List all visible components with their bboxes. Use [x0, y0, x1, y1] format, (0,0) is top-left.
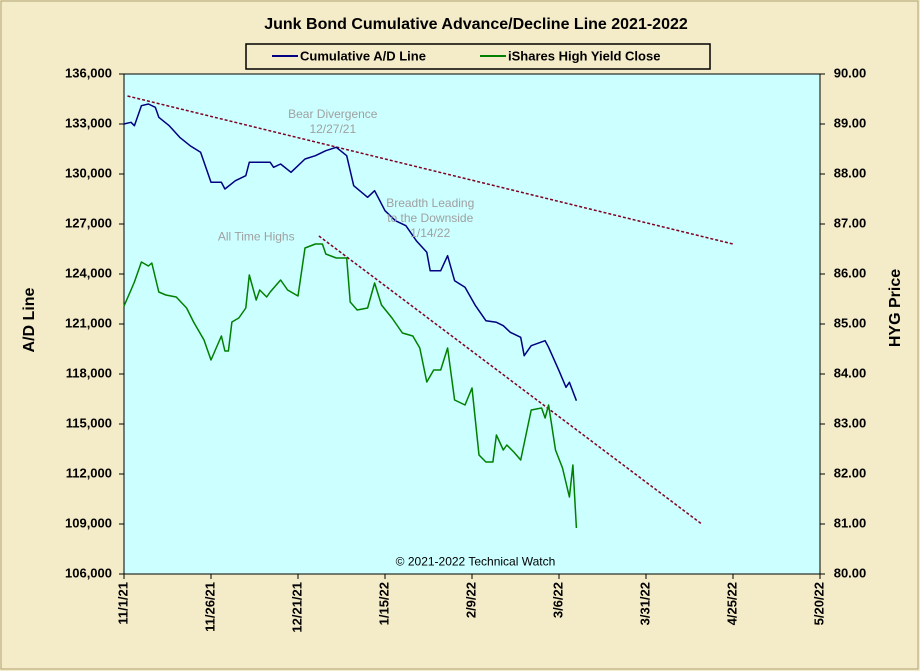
annotation: Bear Divergence: [288, 107, 378, 121]
x-tick-label: 2/9/22: [463, 582, 478, 618]
annotation: © 2021-2022 Technical Watch: [396, 555, 556, 569]
y-tick-label: 112,000: [66, 465, 112, 480]
y-axis-label: A/D Line: [21, 287, 38, 352]
x-tick-label: 5/20/22: [811, 582, 826, 625]
y-tick-label: 136,000: [65, 65, 112, 80]
y-tick-label: 115,000: [66, 415, 112, 430]
y2-tick-label: 83.00: [834, 415, 867, 430]
chart-title: Junk Bond Cumulative Advance/Decline Lin…: [264, 16, 688, 33]
y-tick-label: 130,000: [65, 165, 112, 180]
y2-axis-label: HYG Price: [887, 269, 904, 347]
x-tick-label: 11/1/21: [115, 582, 130, 625]
legend: [245, 43, 711, 70]
y2-tick-label: 85.00: [834, 315, 867, 330]
y-tick-label: 109,000: [65, 515, 112, 530]
y2-tick-label: 90.00: [834, 65, 867, 80]
x-tick-label: 3/31/22: [637, 582, 652, 625]
x-tick-label: 1/15/22: [376, 582, 391, 625]
annotation: Breadth Leading: [386, 196, 474, 210]
y2-tick-label: 80.00: [834, 565, 867, 580]
y2-tick-label: 86.00: [834, 265, 867, 280]
y-tick-label: 124,000: [65, 265, 112, 280]
annotation: 1/14/22: [410, 226, 450, 240]
y-tick-label: 127,000: [65, 215, 112, 230]
y2-tick-label: 82.00: [834, 465, 867, 480]
x-tick-label: 11/26/21: [202, 582, 217, 632]
plot-area: [123, 73, 821, 575]
series-line: [123, 243, 578, 529]
y2-tick-label: 88.00: [834, 165, 867, 180]
y-tick-label: 118,000: [66, 365, 112, 380]
y2-tick-label: 84.00: [834, 365, 867, 380]
y2-tick-label: 81.00: [834, 515, 867, 530]
legend-label: iShares High Yield Close: [508, 48, 660, 63]
x-tick-label: 3/6/22: [550, 582, 565, 618]
y-tick-label: 121,000: [65, 315, 112, 330]
y2-tick-label: 87.00: [834, 215, 867, 230]
series-line: [123, 103, 578, 401]
y-tick-label: 133,000: [65, 115, 112, 130]
annotation: to the Downside: [387, 211, 473, 225]
x-tick-label: 4/25/22: [724, 582, 739, 625]
x-tick-label: 12/21/21: [289, 582, 304, 633]
y-tick-label: 106,000: [65, 565, 112, 580]
annotation: 12/27/21: [309, 122, 356, 136]
annotation: All Time Highs: [218, 230, 295, 244]
trendline: [127, 95, 734, 245]
y2-tick-label: 89.00: [834, 115, 867, 130]
legend-label: Cumulative A/D Line: [300, 48, 426, 63]
